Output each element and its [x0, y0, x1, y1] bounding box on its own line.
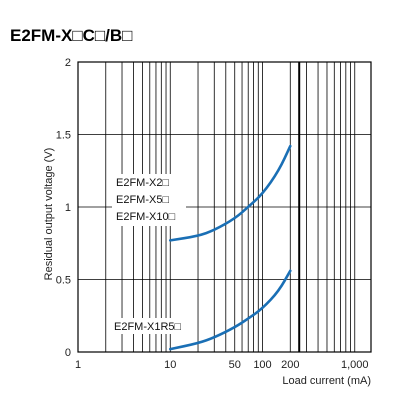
series-2-label: E2FM-X1R5□: [114, 321, 182, 333]
series-1-label: E2FM-X5□: [116, 194, 169, 206]
x-tick-label: 100: [253, 359, 271, 371]
series-1-label-group: E2FM-X2□ E2FM-X5□ E2FM-X10□: [112, 174, 186, 226]
y-tick-label: 2: [65, 57, 71, 69]
grid: [77, 61, 372, 353]
series-labels: E2FM-X2□ E2FM-X5□ E2FM-X10□ E2FM-X1R5□: [110, 174, 192, 334]
y-tick-labels: 0 0.5 1 1.5 2: [56, 57, 71, 359]
x-tick-label: 1,000: [341, 359, 369, 371]
series-line-2: [168, 269, 292, 351]
y-tick-label: 1: [65, 202, 71, 214]
series-line-1: [168, 144, 292, 242]
series-1-label-bg: [112, 174, 186, 226]
y-tick-label: 0: [65, 347, 71, 359]
series-2-label-bg: [110, 318, 192, 334]
y-axis-label: Residual output voltage (V): [43, 148, 55, 281]
x-tick-label: 1: [75, 359, 81, 371]
data-marks: [168, 144, 292, 351]
y-tick-label: 1.5: [56, 130, 71, 142]
x-tick-label: 10: [164, 359, 176, 371]
y-tick-label: 0.5: [56, 275, 71, 287]
x-tick-label: 50: [229, 359, 241, 371]
x-tick-label: 200: [281, 359, 299, 371]
x-axis-label: Load current (mA): [282, 375, 371, 387]
x-tick-labels: 1 10 50 100 200 1,000: [75, 359, 369, 371]
chart-title: E2FM-X□C□/B□: [10, 26, 132, 45]
series-2-label-group: E2FM-X1R5□: [110, 318, 192, 334]
series-1-label: E2FM-X10□: [116, 211, 176, 223]
series-1-label: E2FM-X2□: [116, 177, 169, 189]
